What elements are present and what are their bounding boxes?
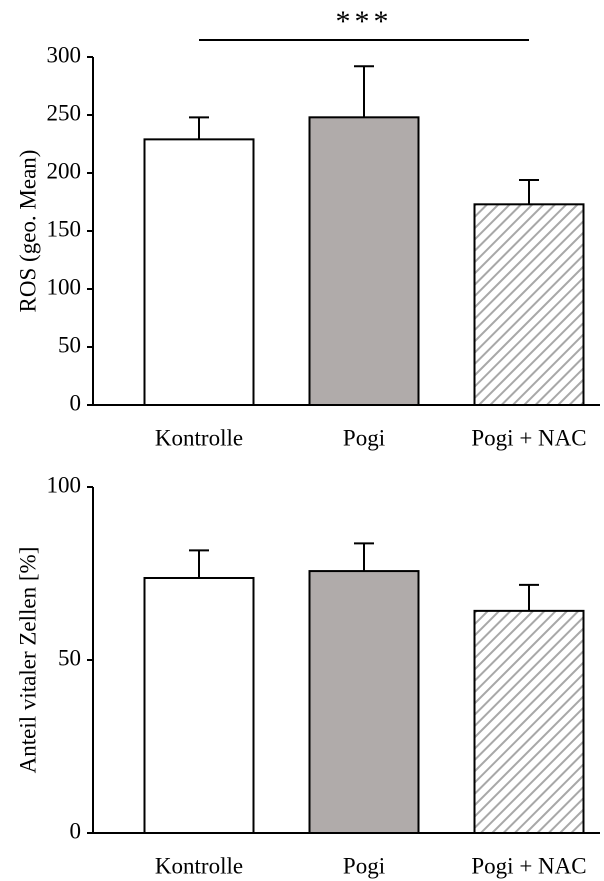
y-tick-label: 50 <box>58 645 81 670</box>
bar <box>473 203 585 406</box>
y-tick-label: 0 <box>70 390 82 415</box>
y-tick-label: 250 <box>47 100 82 125</box>
y-tick-label: 300 <box>47 42 82 67</box>
x-tick-label: Pogi <box>343 425 385 450</box>
y-axis-label: Anteil vitaler Zellen [%] <box>15 547 40 774</box>
bar <box>473 609 585 834</box>
x-tick-label: Pogi + NAC <box>471 425 586 450</box>
y-tick-label: 150 <box>47 216 82 241</box>
y-tick-label: 100 <box>47 274 82 299</box>
y-axis-label: ROS (geo. Mean) <box>15 150 40 313</box>
bar <box>143 138 255 407</box>
bar <box>308 570 420 834</box>
y-tick-label: 0 <box>70 818 82 843</box>
bar <box>308 116 420 406</box>
y-tick-label: 200 <box>47 158 82 183</box>
y-tick-label: 100 <box>47 472 82 497</box>
significance-label: *** <box>336 5 393 38</box>
bar <box>143 576 255 834</box>
x-tick-label: Kontrolle <box>155 425 243 450</box>
x-tick-label: Pogi <box>343 853 385 878</box>
y-tick-label: 50 <box>58 332 81 357</box>
x-tick-label: Pogi + NAC <box>471 853 586 878</box>
x-tick-label: Kontrolle <box>155 853 243 878</box>
